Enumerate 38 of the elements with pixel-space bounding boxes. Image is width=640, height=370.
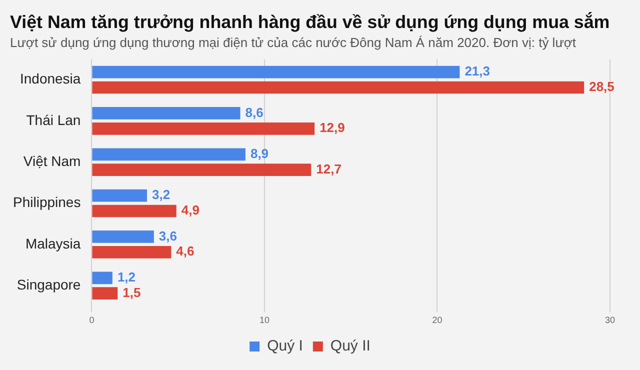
- x-tick-label: 30: [604, 315, 616, 326]
- data-label: 1,5: [122, 284, 141, 300]
- legend-label: Quý I: [267, 338, 303, 355]
- data-label: 12,7: [316, 161, 342, 176]
- data-label: 21,3: [464, 64, 490, 79]
- bar: [92, 189, 147, 202]
- data-label: 4,6: [176, 244, 194, 259]
- legend-label: Quý II: [330, 338, 370, 355]
- x-tick-label: 10: [259, 315, 270, 326]
- y-tick-label: Malaysia: [25, 235, 81, 252]
- y-tick-label: Singapore: [16, 276, 81, 292]
- bar: [92, 287, 118, 300]
- bar: [92, 122, 315, 135]
- data-label: 3,2: [152, 187, 170, 202]
- data-label: 8,6: [245, 104, 264, 120]
- bar: [92, 204, 176, 218]
- bar: [92, 230, 154, 243]
- x-tick-label: 0: [89, 315, 94, 326]
- bar: [92, 107, 240, 120]
- bar: [92, 148, 246, 161]
- chart-title: Việt Nam tăng trưởng nhanh hàng đầu về sử dụng ứng dụng mua sắm: [10, 12, 610, 32]
- chart-subtitle: Lượt sử dụng ứng dụng thương mại điện tử của các nước Đông Nam Á năm 2020. Đơn vị: tỷ lượt: [10, 34, 576, 50]
- bar: [92, 66, 460, 78]
- data-label: 4,9: [181, 202, 200, 218]
- bar: [92, 81, 584, 94]
- bar: [92, 164, 312, 176]
- y-tick-label: Việt Nam: [23, 152, 81, 169]
- data-label: 28,5: [589, 79, 614, 94]
- x-tick-label: 20: [432, 315, 442, 326]
- data-label: 1,2: [117, 269, 136, 284]
- y-tick-label: Indonesia: [20, 70, 81, 87]
- data-label: 8,9: [250, 146, 269, 161]
- y-tick-label: Philippines: [12, 194, 81, 210]
- data-label: 3,6: [158, 228, 177, 244]
- bar: [92, 246, 172, 258]
- y-tick-label: Thái Lan: [26, 112, 81, 128]
- bar: [92, 272, 112, 284]
- data-label: 12,9: [320, 120, 345, 136]
